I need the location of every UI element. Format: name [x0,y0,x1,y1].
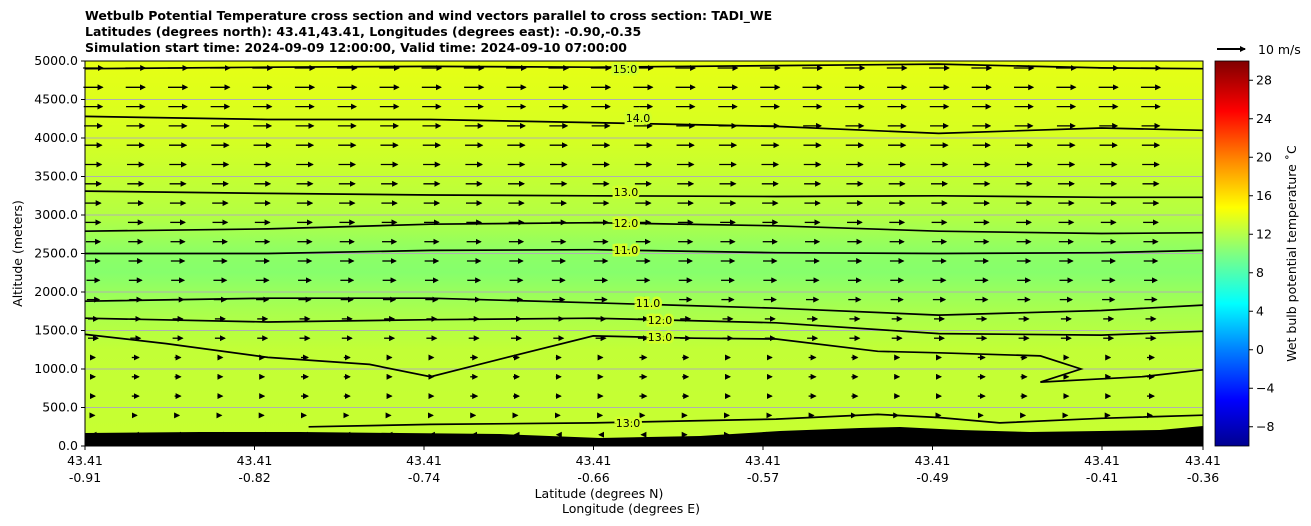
contour-label: 11.0 [614,244,639,257]
colorbar-ticks: −8 −4 0 4 8 12 16 20 24 28 [1249,72,1274,434]
y-tick-label: 3500.0 [34,169,78,184]
contour-line [84,63,1204,70]
colorbar-tick-label: 28 [1256,72,1272,87]
colorbar-tick-label: 20 [1256,149,1272,164]
x-tick-label-lat: 43.41 [1084,453,1120,468]
y-tick-label: 4000.0 [34,130,78,145]
contour-line [84,333,1204,383]
x-tick-label-lon: -0.36 [1187,470,1219,485]
y-axis: 0.0 500.0 1000.0 1500.0 2000.0 2500.0 3000.0 35… [34,53,85,453]
chart-title-line-3: Simulation start time: 2024-09-09 12:00:… [85,40,627,55]
x-tick-label-lat: 43.41 [1185,453,1221,468]
contour-line [84,221,1204,235]
x-axis-label-lat: Latitude (degrees N) [535,486,664,501]
x-tick-label-lon: -0.41 [1086,470,1118,485]
contour-label: 13.0 [614,186,639,199]
y-tick-label: 1500.0 [34,323,78,338]
colorbar-tick-label: −4 [1256,380,1274,395]
contour-label: 12.0 [648,314,673,327]
contour-label: 14.0 [626,112,651,125]
y-tick-label: 3000.0 [34,207,78,222]
y-tick-label: 500.0 [42,400,78,415]
x-tick-label-lat: 43.41 [576,453,612,468]
x-tick-label-lon: -0.82 [238,470,270,485]
colorbar-tick-label: 4 [1256,303,1264,318]
contour-label: 12.0 [614,217,639,230]
contour-line [84,115,1204,135]
x-axis: 43.41 -0.91 43.41 -0.82 43.41 -0.74 43.41 -0.66… [67,446,1221,485]
x-tick-label-lon: -0.91 [69,470,101,485]
x-tick-label-lat: 43.41 [915,453,951,468]
colorbar-tick-label: 24 [1256,111,1272,126]
contour-line [308,413,1204,428]
colorbar-tick-label: −8 [1256,419,1274,434]
contour-label: 11.0 [636,297,661,310]
contour-line [84,297,1204,316]
colorbar-tick-label: 0 [1256,342,1264,357]
y-axis-label: Altitude (meters) [10,200,25,307]
x-tick-label-lat: 43.41 [745,453,781,468]
x-tick-label-lat: 43.41 [237,453,273,468]
contour-line [85,248,1204,255]
y-tick-label: 4500.0 [34,92,78,107]
x-tick-label-lon: -0.74 [408,470,440,485]
x-axis-label-lon: Longitude (degrees E) [562,501,700,516]
y-tick-label: 5000.0 [34,53,78,68]
y-tick-label: 2000.0 [34,284,78,299]
chart-title-line-1: Wetbulb Potential Temperature cross sect… [85,8,773,23]
contour-line [84,317,1204,336]
x-tick-label-lon: -0.66 [577,470,609,485]
contour-label: 13.0 [648,331,673,344]
contour-labels: 15.0 14.0 13.0 12.0 11.0 11.0 12.0 13.0 13.0 [610,61,675,433]
contour-lines [84,63,1204,428]
colorbar-tick-label: 8 [1256,265,1264,280]
colorbar-label: Wet bulb potential temperature ˚C [1284,145,1299,362]
x-tick-label-lon: -0.57 [747,470,779,485]
x-tick-label-lon: -0.49 [916,470,948,485]
colorbar [1214,60,1250,447]
contour-label: 15.0 [613,63,638,76]
y-tick-label: 0.0 [58,438,78,453]
x-tick-label-lat: 43.41 [67,453,103,468]
contour-line [84,190,1203,199]
colorbar-tick-label: 16 [1256,188,1272,203]
colorbar-tick-label: 12 [1256,226,1272,241]
x-tick-label-lat: 43.41 [406,453,442,468]
terrain [85,426,1203,446]
contour-label: 13.0 [616,417,641,430]
chart-title-line-2: Latitudes (degrees north): 43.41,43.41, … [85,24,642,39]
y-tick-label: 2500.0 [34,246,78,261]
y-tick-label: 1000.0 [34,361,78,376]
quiver-key-label: 10 m/s [1258,42,1301,57]
